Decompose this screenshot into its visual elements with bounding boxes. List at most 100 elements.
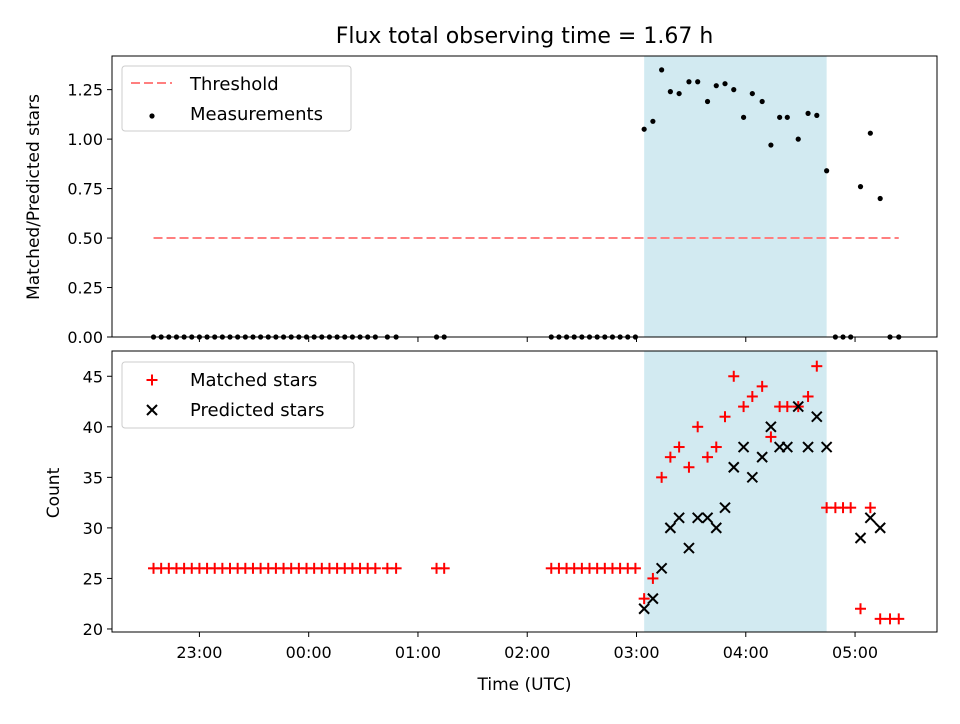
x-tick-label: 00:00 [286,643,332,662]
matched-star-point [369,562,381,574]
x-tick-label: 03:00 [613,643,659,662]
top-observing-window [644,56,827,337]
measurement-point [650,118,656,124]
matched-star-point [710,441,722,453]
matched-star-point [893,613,905,625]
measurement-point [641,126,647,132]
predicted-star-point [664,522,677,534]
matched-star-point [874,613,886,625]
matched-star-point [855,603,867,615]
top-x-ticks [198,337,856,342]
measurement-point [857,184,864,190]
measurement-point [877,195,883,202]
bottom-x-ticks: 23:00 00:00 01:00 02:00 03:00 04:00 05:00 [176,632,878,662]
bottom-legend: Matched stars Predicted stars [121,361,355,429]
matched-star-point [756,380,768,392]
bottom-observing-window-band [644,351,827,632]
top-plot-frame [111,55,938,338]
top-legend: Threshold Measurements [121,65,352,132]
predicted-star-point [683,542,695,554]
x-tick-label: 04:00 [723,643,769,662]
matched-stars-legend-swatch [146,374,158,386]
top-y-tick-label: 0.25 [67,279,103,298]
predicted-star-point [811,410,823,423]
bottom-plot-frame [111,350,938,633]
measurement-point [805,110,811,116]
measurement-point [768,142,774,148]
predicted-star-point [854,532,867,544]
predicted-star-point [737,441,750,453]
measurement-point [686,79,692,85]
predicted-star-point [864,512,877,524]
matched-star-point [647,572,659,584]
top-y-tick-label: 0.75 [67,180,103,199]
matched-star-point [811,360,823,372]
matched-star-point [390,562,402,574]
bottom-observing-window [644,351,827,632]
predicted-star-point [756,451,768,463]
bottom-y-tick-label: 25 [83,569,103,588]
matched-star-point [683,461,695,473]
bottom-y-tick-label: 40 [83,418,103,437]
bottom-legend-box [121,361,355,429]
predicted-star-point [647,592,659,605]
predicted-star-point [719,501,731,514]
predicted-star-point [655,562,668,575]
top-y-tick-label: 0.00 [67,328,103,347]
predicted-stars-legend-swatch [146,404,158,416]
matched-star-point [656,471,668,483]
predicted-star-point [792,400,804,413]
measurement-point [749,90,755,97]
predicted-star-point [710,522,722,534]
predicted-star-point [638,603,650,615]
measurement-point [740,114,747,120]
matched-star-point [664,451,676,463]
top-y-tick-label: 0.50 [67,229,103,248]
measurement-point [695,79,701,85]
matched-star-point [728,370,740,382]
predicted-stars-legend-label: Predicted stars [190,400,324,421]
measurement-point [704,98,711,105]
x-tick-label: 02:00 [504,643,550,662]
predicted-star-point [765,421,777,433]
measurement-point [759,98,765,105]
predicted-star-point [781,441,794,453]
top-y-axis-label: Matched/Predicted stars [24,94,44,300]
predicted-star-point [728,461,740,473]
bottom-y-tick-label: 35 [83,468,103,487]
matched-star-point [802,390,814,402]
predicted-star-point [673,512,685,524]
matched-star-point [864,502,876,514]
predicted-star-point [691,512,704,524]
measurement-point [795,136,801,142]
matched-star-point [765,431,777,443]
top-observing-window-band [644,56,827,337]
matched-star-point [692,421,704,433]
top-y-ticks: 0.00 0.25 0.50 0.75 1.00 1.25 [67,81,112,347]
bottom-panel: 20 25 30 35 40 45 23:00 00:00 01:00 02:00 03:00 04… [44,350,938,695]
matched-star-point [719,411,731,423]
matched-star-point [629,562,641,574]
top-legend-box [121,65,352,132]
measurement-point [667,89,673,95]
matched-star-point [638,593,650,605]
x-tick-label: 05:00 [832,643,878,662]
x-axis-label: Time (UTC) [477,675,572,695]
measurement-point [676,90,682,97]
count-points [148,360,905,625]
matched-star-point [673,441,685,453]
top-y-tick-label: 1.00 [67,130,103,149]
matched-star-point [845,502,857,514]
measurement-point [777,114,783,120]
x-tick-label: 01:00 [395,643,441,662]
bottom-y-axis-label: Count [44,467,64,518]
top-y-tick-label: 1.25 [67,81,103,100]
predicted-star-point [874,522,886,534]
top-panel: 0.00 0.25 0.50 0.75 1.00 1.25 Matched/Predict… [24,55,938,347]
matched-stars-legend-label: Matched stars [190,370,317,391]
measurement-point [659,67,665,73]
measurement-point [722,81,728,87]
measurement-point [731,87,737,93]
matched-star-point [738,401,750,413]
